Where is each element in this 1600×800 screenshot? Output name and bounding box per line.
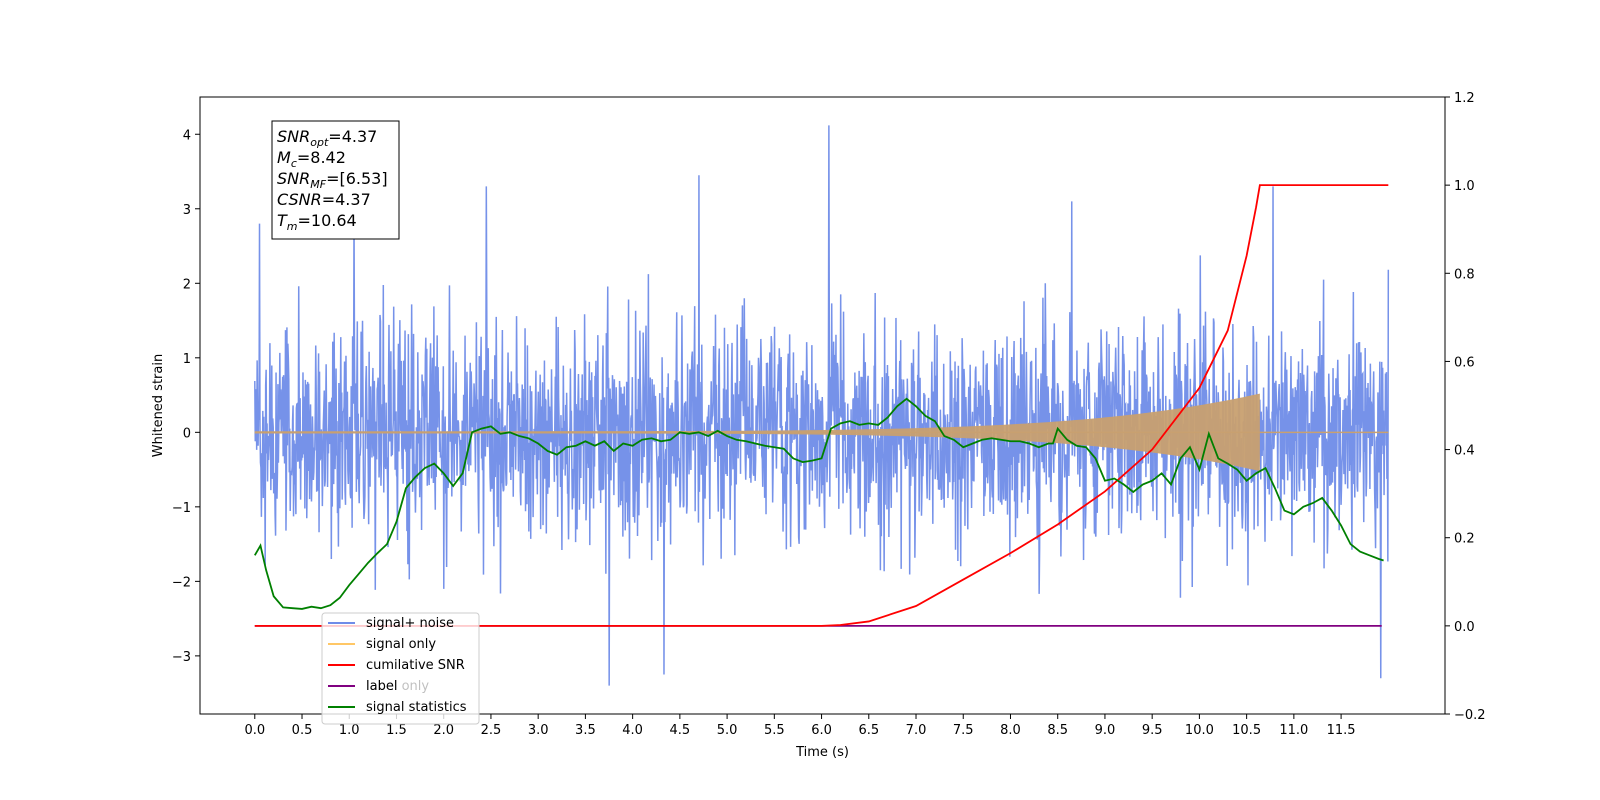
y-tick-label: 1 [183,352,191,367]
x-tick-label: 0.5 [292,723,313,738]
x-tick-label: 10.5 [1232,723,1261,738]
x-tick-label: 1.5 [386,723,407,738]
series-cumulative-snr [254,184,1389,627]
legend-hidden-text: label only [366,679,429,694]
x-tick-label: 11.0 [1279,723,1308,738]
y2-tick-label: −0.2 [1454,708,1486,723]
annotation-frame [271,120,400,240]
y2-tick-label: 0.4 [1454,444,1475,459]
legend: label only signal+ noise signal only cumila… [321,612,480,725]
x-tick-label: 3.5 [575,723,596,738]
x-tick-label: 7.5 [953,723,974,738]
x-tick-label: 2.0 [433,723,454,738]
x-tick-label: 5.5 [764,723,785,738]
legend-label: label [366,679,397,694]
x-tick-label: 6.0 [811,723,832,738]
y2-tick-label: 0.6 [1454,355,1475,370]
legend-label: cumilative SNR [366,658,465,673]
axes-frame [199,96,1446,715]
annotation-line: Tm=10.64 [277,211,357,233]
x-tick-label: 0.0 [244,723,265,738]
y-axis-label: Whitened strain [151,354,166,457]
y-axis-right: −0.2 0.0 0.2 0.4 0.6 0.8 1.0 1.2 [1445,91,1486,723]
annotation-line: Mc=8.42 [277,148,346,170]
x-tick-label: 3.0 [528,723,549,738]
legend-label: signal statistics [366,700,467,715]
y2-tick-label: 0.0 [1454,620,1475,635]
y-tick-label: −2 [172,575,191,590]
y-tick-label: 0 [183,426,191,441]
x-tick-label: 2.5 [481,723,502,738]
y-tick-label: −1 [172,501,191,516]
x-tick-label: 11.5 [1327,723,1356,738]
x-tick-label: 5.0 [717,723,738,738]
x-tick-label: 8.5 [1047,723,1068,738]
annotation-line: SNRMF=[6.53] [277,169,388,191]
annotation-line: CSNR=4.37 [277,190,371,209]
y2-tick-label: 0.8 [1454,267,1475,282]
y2-tick-label: 1.2 [1454,91,1475,106]
plot-area [254,125,1390,686]
x-tick-label: 4.0 [622,723,643,738]
x-tick-label: 4.5 [670,723,691,738]
y-axis-left: −3 −2 −1 0 1 2 3 4 [172,128,200,665]
series-signal-statistics [254,397,1384,610]
annotation-line: SNRopt=4.37 [277,127,377,149]
y2-tick-label: 1.0 [1454,179,1475,194]
x-axis: 0.0 0.5 1.0 1.5 2.0 2.5 3.0 3.5 4.0 4.5 5.0 5.5 6.0 6… [244,714,1356,738]
x-tick-label: 9.0 [1095,723,1116,738]
x-tick-label: 8.0 [1000,723,1021,738]
y-tick-label: 2 [183,277,191,292]
x-tick-label: 9.5 [1142,723,1163,738]
legend-label: signal+ noise [366,616,454,631]
x-tick-label: 6.5 [858,723,879,738]
x-axis-label: Time (s) [795,745,849,760]
x-tick-label: 1.0 [339,723,360,738]
x-tick-label: 10.0 [1185,723,1214,738]
y2-tick-label: 0.2 [1454,532,1475,547]
y-tick-label: 3 [183,203,191,218]
legend-label: signal only [366,637,436,652]
y-tick-label: −3 [172,650,191,665]
x-tick-label: 7.0 [906,723,927,738]
legend-frame [321,612,480,725]
series-signal-noise [254,125,1390,686]
y-tick-label: 4 [183,128,191,143]
